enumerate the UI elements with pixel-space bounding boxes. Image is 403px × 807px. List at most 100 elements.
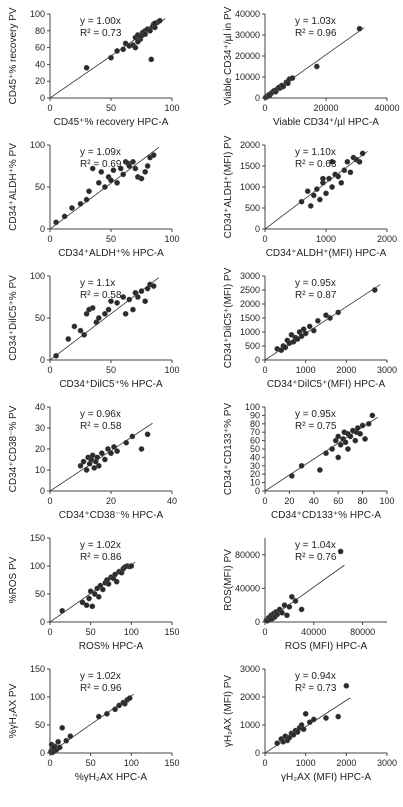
y-tick-label: 30 xyxy=(35,423,45,433)
y-tick-label: 0 xyxy=(40,617,45,627)
data-point xyxy=(129,433,136,440)
data-point xyxy=(95,713,102,720)
data-point xyxy=(327,315,333,321)
data-point xyxy=(302,710,309,717)
data-point xyxy=(83,602,90,609)
data-point xyxy=(51,744,57,751)
r-squared-label: R² = 0.96 xyxy=(295,28,337,39)
y-tick-label: 0 xyxy=(255,748,260,758)
data-point xyxy=(369,412,376,419)
x-axis-label: CD34⁺DilC5⁺(MFI) HPC-A xyxy=(267,379,386,390)
y-tick-label: 80000 xyxy=(235,550,260,560)
x-axis-label: CD45⁺% recovery HPC-A xyxy=(54,117,169,128)
data-point xyxy=(371,287,378,293)
data-point xyxy=(298,198,305,205)
data-point xyxy=(282,344,289,351)
data-point xyxy=(320,175,326,182)
equation-label: y = 1.09x xyxy=(80,147,121,158)
y-axis-label: CD34⁺DilC5⁺(MFI) PV xyxy=(223,267,234,368)
y-tick-label: 0 xyxy=(40,93,45,103)
y-tick-label: 2000 xyxy=(240,140,260,150)
x-tick-label: 0 xyxy=(47,103,52,113)
x-tick-label: 40 xyxy=(167,496,177,506)
data-point xyxy=(280,83,287,90)
data-point xyxy=(286,604,293,610)
data-point xyxy=(105,446,111,452)
data-point xyxy=(337,548,344,555)
r-squared-label: R² = 0.63 xyxy=(295,159,337,170)
r-squared-label: R² = 0.76 xyxy=(295,552,337,563)
x-tick-label: 0 xyxy=(47,365,52,375)
data-point xyxy=(95,593,102,600)
x-tick-label: 0 xyxy=(47,234,52,244)
y-tick-label: 0 xyxy=(40,486,45,496)
data-point xyxy=(365,420,372,427)
data-point xyxy=(298,462,305,469)
y-tick-label: 10 xyxy=(250,478,260,488)
y-axis-label: CD34⁺ALDH⁺(MFI) PV xyxy=(223,135,234,238)
data-point xyxy=(77,200,84,207)
y-axis-label: CD45⁺% recovery PV xyxy=(8,7,19,104)
x-tick-label: 50 xyxy=(106,103,116,113)
data-point xyxy=(94,454,101,461)
x-tick-label: 150 xyxy=(164,758,179,768)
data-point xyxy=(83,64,90,71)
data-point xyxy=(79,599,86,606)
data-point xyxy=(313,186,320,192)
data-point xyxy=(307,203,314,209)
data-point xyxy=(288,473,295,479)
data-point xyxy=(132,165,139,172)
y-tick-label: 30 xyxy=(250,461,260,471)
data-point xyxy=(59,724,66,731)
data-point xyxy=(95,462,102,469)
data-point xyxy=(117,165,124,172)
data-point xyxy=(284,612,290,619)
data-point xyxy=(332,437,339,444)
data-point xyxy=(150,283,157,289)
data-point xyxy=(89,165,96,172)
y-tick-label: 0 xyxy=(255,224,260,234)
data-point xyxy=(138,446,145,452)
data-point xyxy=(335,173,342,180)
data-point xyxy=(126,695,133,701)
y-tick-label: 20 xyxy=(35,76,45,86)
r-squared-label: R² = 0.73 xyxy=(295,683,337,694)
data-point xyxy=(120,46,127,53)
x-axis-label: CD34⁺ALDH⁺% HPC-A xyxy=(58,248,164,259)
data-point xyxy=(98,169,105,175)
data-point xyxy=(102,310,108,317)
x-axis-label: γH₂AX (MFI) HPC-A xyxy=(281,772,371,783)
data-point xyxy=(138,175,145,182)
y-axis-label: CD34⁺DilC5⁺% PV xyxy=(8,275,19,361)
equation-label: y = 0.96x xyxy=(80,409,121,420)
x-tick-label: 2000 xyxy=(336,365,356,375)
data-point xyxy=(294,336,301,342)
data-point xyxy=(95,315,102,321)
chart-6: 0 500 1000 1500 2000 2500 3000 0 1000 2000 3000 y =… xyxy=(223,267,397,390)
data-point xyxy=(105,306,112,313)
data-point xyxy=(142,298,149,305)
data-point xyxy=(126,163,133,169)
data-point xyxy=(310,192,317,199)
data-point xyxy=(150,152,157,158)
data-point xyxy=(144,285,151,292)
data-point xyxy=(77,462,84,469)
data-point xyxy=(113,578,120,585)
y-tick-label: 90 xyxy=(250,410,260,420)
x-axis-label: CD34⁺CD133⁺% HPC-A xyxy=(271,510,381,521)
data-point xyxy=(329,158,335,165)
y-tick-label: 80 xyxy=(35,26,45,36)
data-point xyxy=(100,586,106,593)
y-tick-label: 0 xyxy=(40,355,45,365)
data-point xyxy=(148,56,155,63)
data-point xyxy=(120,171,127,178)
x-tick-label: 100 xyxy=(164,365,179,375)
y-tick-label: 20000 xyxy=(235,51,260,61)
data-point xyxy=(110,167,117,174)
equation-label: y = 1.1x xyxy=(80,278,115,289)
y-tick-label: 30000 xyxy=(235,30,260,40)
